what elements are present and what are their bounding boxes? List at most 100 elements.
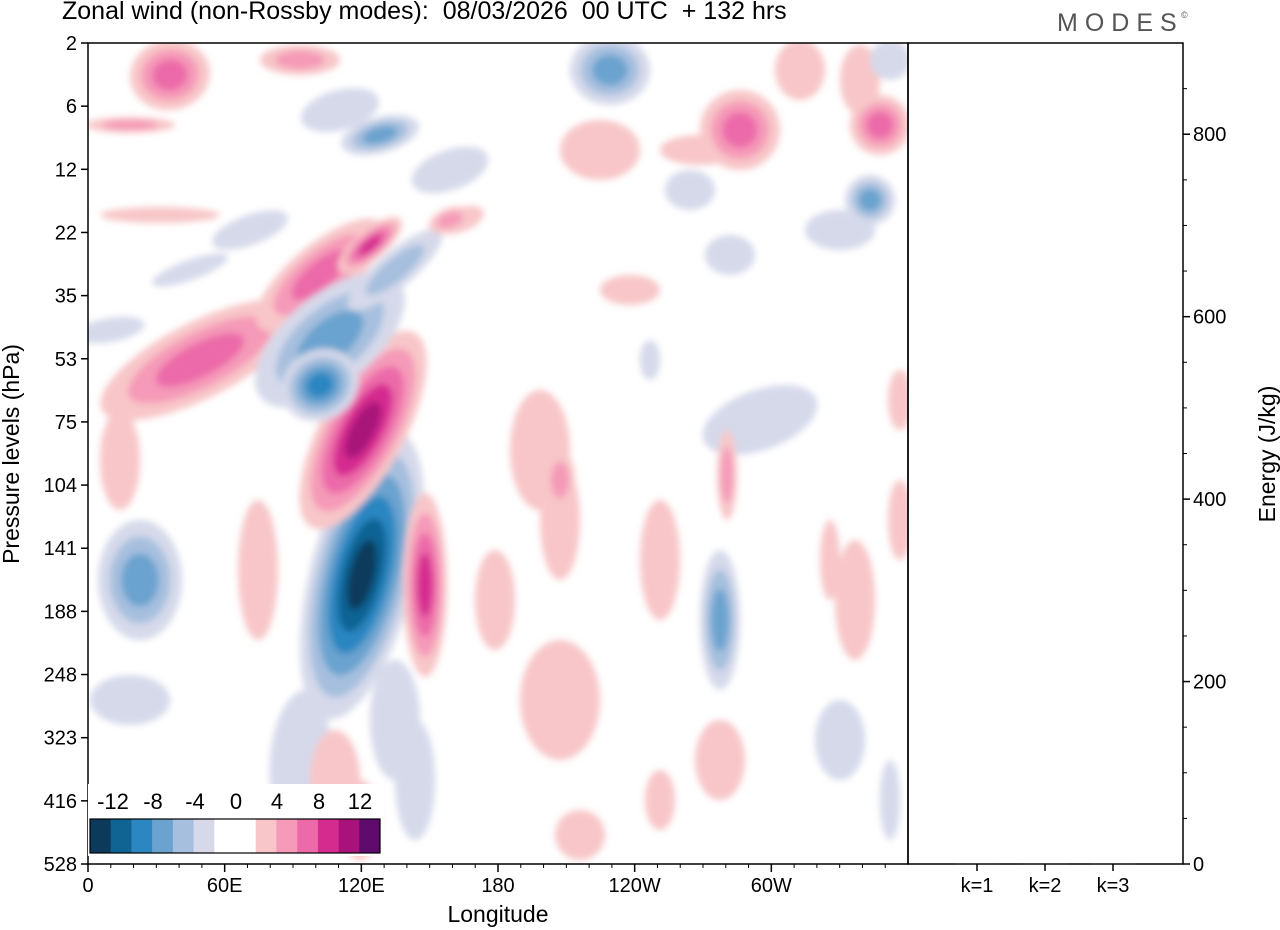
y-tick-label: 22 [55, 222, 77, 244]
energy-plot-frame [907, 42, 1184, 865]
y-tick-label: 53 [55, 349, 77, 371]
y-tick-label: 416 [44, 791, 77, 813]
positive-contour [640, 500, 680, 620]
y-tick-label: 35 [55, 286, 77, 308]
negative-contour [592, 54, 628, 86]
negative-contour [858, 188, 882, 212]
field-layer [88, 43, 908, 860]
colorbar-swatch [235, 819, 257, 853]
energy-bars: k=1 k=2 k=3 [955, 863, 1135, 897]
energy-bar [1023, 863, 1067, 865]
y-tick-label: 2 [66, 33, 77, 55]
colorbar-swatch [359, 819, 381, 853]
positive-contour [695, 720, 745, 800]
y-axis-title: Pressure levels (hPa) [0, 344, 24, 564]
negative-contour [880, 760, 900, 840]
x-tick-label: 120E [338, 875, 385, 897]
positive-contour [888, 370, 908, 430]
brand-copyright-mark: © [1181, 10, 1188, 20]
colorbar-label: 4 [271, 789, 283, 814]
y-tick-label: 528 [44, 854, 77, 876]
energy-tick-label: 400 [1193, 489, 1226, 511]
energy-axis-title: Energy (J/kg) [1254, 386, 1280, 523]
x-tick-label: 60E [207, 875, 243, 897]
brand-logo: MODES [1057, 9, 1184, 37]
colorbar-label: -12 [97, 789, 129, 814]
colorbar-swatch [255, 819, 277, 853]
positive-contour [722, 112, 758, 148]
colorbar-swatch [110, 819, 132, 853]
x-tick-label: 120W [609, 875, 661, 897]
negative-contour [702, 385, 818, 455]
negative-contour [370, 660, 420, 780]
positive-contour [600, 275, 660, 305]
negative-contour [705, 235, 755, 275]
negative-contour [711, 588, 729, 652]
negative-contour [815, 700, 865, 780]
y-tick-label: 323 [44, 728, 77, 750]
negative-contour [152, 253, 228, 287]
y-tick-label: 188 [44, 601, 77, 623]
positive-contour [775, 43, 825, 100]
positive-contour [560, 120, 640, 180]
colorbar-swatch [338, 819, 360, 853]
energy-tick-label: 800 [1193, 124, 1226, 146]
colorbar-swatch [297, 819, 319, 853]
positive-contour [275, 50, 325, 70]
x-tick-label: 180 [481, 875, 514, 897]
positive-contour [550, 461, 570, 499]
positive-contour [152, 59, 188, 91]
colorbar-label: 12 [348, 789, 372, 814]
colorbar-swatch [152, 819, 174, 853]
negative-contour [90, 675, 170, 725]
negative-contour [870, 43, 908, 80]
x-tick-label: 60W [751, 875, 792, 897]
energy-x-label: k=3 [1097, 875, 1130, 897]
positive-contour [720, 447, 734, 503]
main-plot-frame [87, 42, 909, 865]
colorbar-label: -4 [185, 789, 205, 814]
colorbar-label: 8 [313, 789, 325, 814]
positive-contour [100, 207, 220, 223]
colorbar-frame [89, 818, 381, 854]
colorbar-swatch [90, 819, 112, 853]
positive-contour [358, 235, 382, 255]
positive-contour [437, 211, 463, 229]
positive-contour [102, 120, 158, 130]
negative-contour [88, 316, 145, 344]
negative-contour [121, 553, 159, 607]
energy-tick-label: 600 [1193, 307, 1226, 329]
y-tick-label: 75 [55, 412, 77, 434]
y-tick-label: 12 [55, 159, 77, 181]
positive-contour [888, 480, 908, 560]
positive-contour [866, 111, 894, 139]
positive-contour [820, 520, 840, 600]
energy-x-label: k=1 [961, 875, 994, 897]
positive-contour [475, 550, 515, 650]
colorbar-label: -8 [143, 789, 163, 814]
positive-contour [835, 540, 875, 660]
colorbar-swatch [214, 819, 236, 853]
negative-contour [301, 88, 379, 132]
positive-contour [238, 500, 278, 640]
negative-contour [640, 340, 660, 380]
positive-contour [520, 640, 600, 760]
positive-contour [417, 553, 433, 617]
negative-contour [411, 146, 489, 194]
colorbar-swatch [172, 819, 194, 853]
energy-bar [1091, 863, 1135, 865]
negative-contour [665, 170, 715, 210]
chart-title: Zonal wind (non-Rossby modes): 08/03/202… [62, 0, 787, 25]
positive-contour [291, 249, 349, 301]
positive-contour [100, 410, 140, 510]
positive-contour [645, 770, 675, 830]
colorbar-label: 0 [230, 789, 242, 814]
negative-contour [362, 126, 398, 144]
energy-tick-label: 0 [1193, 854, 1204, 876]
negative-contour [306, 372, 334, 398]
y-tick-label: 6 [66, 96, 77, 118]
y-tick-label: 141 [44, 538, 77, 560]
negative-contour [365, 244, 425, 296]
axes-layer: 0 60E 120E 180 120W 60W Longitude 2 6 12 22 35 53 75 1… [0, 33, 1280, 927]
